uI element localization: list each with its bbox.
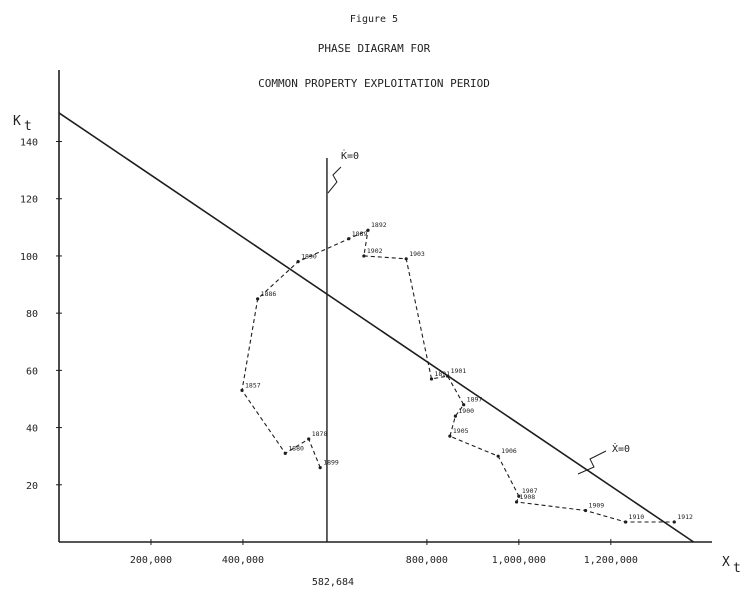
trajectory-point (296, 260, 300, 264)
trajectory-point (240, 388, 244, 392)
trajectory-point (445, 374, 450, 378)
k-isocline: K̇=0 582,684 (312, 149, 359, 588)
k-isocline-label: K̇=0 (341, 149, 359, 162)
trajectory-point (404, 257, 408, 261)
x-tick-label: 1,000,000 (492, 555, 546, 566)
trajectory-point-label: 1889 (352, 230, 368, 238)
x-tick-label: 800,000 (406, 555, 448, 566)
y-axis-label: K t (13, 114, 32, 134)
trajectory-point-label: 1880 (288, 444, 304, 452)
y-axis-label-sub: t (24, 119, 32, 134)
trajectory-point (448, 434, 452, 438)
trajectory-point-label: 1891 (434, 370, 450, 378)
y-tick-label: 40 (26, 424, 38, 435)
trajectory-point (453, 414, 457, 418)
y-tick-label: 120 (20, 195, 38, 206)
trajectory-point-label: 1897 (467, 396, 483, 404)
trajectory-point (429, 377, 434, 381)
trajectory-point-label: 1890 (301, 253, 317, 261)
trajectory-point (256, 297, 260, 301)
trajectory-line (241, 229, 675, 523)
trajectory-point-label: 1903 (409, 250, 425, 258)
trajectory-point-label: 1878 (312, 430, 328, 438)
x-tick-label: 1,200,000 (584, 555, 638, 566)
x-axis-label: X t (722, 555, 741, 576)
trajectory-point-label: 1909 (589, 502, 605, 510)
trajectory-point (318, 466, 322, 470)
trajectory-point-label: 1886 (261, 290, 277, 298)
trajectory-point (514, 500, 519, 504)
trajectory-point-label: 1906 (501, 447, 517, 455)
y-tick-label: 60 (26, 366, 38, 377)
x-isocline-leader (577, 450, 607, 475)
trajectory-point-label: 1907 (522, 487, 538, 495)
trajectory-point-label: 1857 (245, 381, 261, 389)
trajectory-point (496, 454, 500, 458)
trajectory-point (366, 228, 370, 232)
trajectory-point (623, 520, 628, 524)
x-axis-ticks: 200,000 400,000 800,000 1,000,000 1,200,000 (130, 539, 638, 566)
trajectory-point-label: 1899 (323, 459, 339, 467)
trajectory-point (347, 237, 351, 241)
y-axis-label-main: K (13, 114, 21, 129)
y-tick-label: 20 (26, 481, 38, 492)
trajectory-point (362, 254, 366, 258)
trajectory-point-label: 1908 (520, 493, 536, 501)
x-axis-label-sub: t (733, 561, 741, 576)
x-tick-label: 200,000 (130, 555, 172, 566)
chart-subtitle: COMMON PROPERTY EXPLOITATION PERIOD (258, 77, 490, 90)
y-axis-ticks: 20 40 60 80 100 120 140 (20, 138, 62, 492)
x-tick-label: 400,000 (222, 555, 264, 566)
chart-title: PHASE DIAGRAM FOR (318, 42, 431, 55)
x-isocline: Ẋ=0 (58, 112, 695, 543)
x-isocline-line (58, 112, 695, 543)
x-axis-label-main: X (722, 555, 730, 570)
x-isocline-label: Ẋ=0 (612, 442, 630, 455)
trajectory-point (672, 520, 676, 524)
trajectory-point-label: 1912 (677, 513, 693, 521)
trajectory-point-label: 1901 (451, 367, 467, 375)
trajectory-point-label: 1900 (458, 407, 474, 415)
trajectory-point (462, 403, 466, 407)
trajectory-point-label: 1892 (371, 221, 387, 229)
trajectory-point (283, 451, 287, 455)
k-isocline-value-label: 582,684 (312, 577, 354, 588)
trajectory-point (517, 494, 521, 498)
y-tick-label: 100 (20, 252, 38, 263)
trajectory-point (583, 508, 588, 513)
k-isocline-leader (327, 166, 342, 194)
trajectory-point-label: 1910 (629, 513, 645, 521)
trajectory-point (307, 437, 311, 441)
trajectory-point-label: 1902 (367, 247, 383, 255)
y-tick-label: 140 (20, 138, 38, 149)
trajectory-point-label: 1905 (453, 427, 469, 435)
y-tick-label: 80 (26, 309, 38, 320)
figure-label: Figure 5 (350, 14, 398, 25)
